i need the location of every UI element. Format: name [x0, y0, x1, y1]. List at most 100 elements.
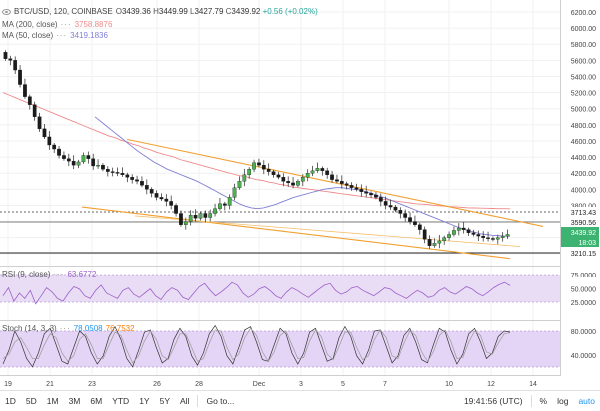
- utc-clock[interactable]: 19:41:56 (UTC): [463, 396, 523, 406]
- candle-down: [47, 136, 52, 146]
- price-tick-label: 4000.00: [571, 187, 596, 194]
- ma50-legend[interactable]: MA (50, close) ··· 3419.1836: [2, 31, 108, 40]
- candle-down: [169, 201, 174, 206]
- candle-down: [179, 213, 183, 225]
- candle-down: [144, 185, 149, 190]
- candle-down: [378, 197, 383, 202]
- candle-down: [174, 205, 178, 214]
- range-5y-button[interactable]: 5Y: [159, 396, 170, 406]
- range-1d-button[interactable]: 1D: [5, 396, 16, 406]
- candle-up: [296, 181, 300, 186]
- candle-up: [81, 155, 86, 163]
- log-toggle[interactable]: log: [557, 396, 569, 406]
- time-tick-label: 14: [529, 381, 537, 388]
- candle-up: [242, 174, 247, 182]
- range-5d-button[interactable]: 5D: [25, 396, 37, 406]
- candle-down: [86, 155, 91, 159]
- main-legend: BTC/USD, 120, COINBASE O3439.36 H3449.99…: [2, 7, 318, 16]
- candle-down: [398, 210, 403, 214]
- candle-down: [471, 232, 476, 235]
- candle-down: [42, 128, 47, 138]
- candle-down: [261, 164, 266, 170]
- range-ytd-button[interactable]: YTD: [112, 396, 130, 406]
- candle-down: [408, 217, 412, 222]
- candle-down: [257, 162, 261, 166]
- price-tick-label: 4400.00: [571, 155, 596, 162]
- candle-down: [57, 148, 61, 156]
- toolbar-divider: [197, 395, 199, 407]
- rsi-line: [2, 281, 511, 305]
- auto-toggle[interactable]: auto: [578, 396, 595, 406]
- candle-down: [18, 69, 22, 85]
- price-tag-level2: 3590.56: [571, 220, 596, 227]
- candle-up: [442, 237, 447, 242]
- candle-up: [447, 234, 451, 238]
- pane-divider-stoch[interactable]: [0, 320, 560, 321]
- candle-down: [286, 181, 291, 184]
- candle-down: [461, 227, 466, 230]
- range-6m-button[interactable]: 6M: [90, 396, 103, 406]
- range-3m-button[interactable]: 3M: [68, 396, 81, 406]
- range-1m-button[interactable]: 1M: [46, 396, 59, 406]
- candle-down: [354, 187, 359, 190]
- candle-up: [456, 227, 461, 231]
- price-tick-label: 4600.00: [571, 139, 596, 146]
- time-tick-label: 3: [299, 381, 303, 388]
- rsi-tick-label: 50.0000: [571, 287, 596, 294]
- rsi-legend[interactable]: RSI (9, close) ··· 63.6772: [2, 270, 96, 279]
- ma50-value: 3419.1836: [70, 31, 108, 40]
- stoch-axis: 80.0000 40.0000: [571, 329, 596, 360]
- candle-down: [110, 171, 115, 173]
- price-tick-label: 4800.00: [571, 123, 596, 130]
- pane-divider-rsi[interactable]: [0, 266, 560, 267]
- price-tick-label: 4200.00: [571, 171, 596, 178]
- range-1y-button[interactable]: 1Y: [139, 396, 150, 406]
- time-tick-label: 21: [46, 381, 54, 388]
- symbol-title[interactable]: BTC/USD, 120, COINBASE: [14, 7, 113, 16]
- goto-button[interactable]: Go to...: [206, 396, 235, 406]
- candle-down: [105, 169, 110, 172]
- ma200-legend[interactable]: MA (200, close) ··· 3758.8876: [2, 20, 112, 29]
- price-tag-support: 3210.15: [571, 251, 596, 258]
- price-axis[interactable]: 6200.00 6000.00 5800.00 5600.00 5400.00 5200.…: [571, 10, 596, 259]
- candle-up: [310, 170, 315, 174]
- rsi-value-tag-bg: [561, 277, 599, 286]
- time-axis[interactable]: 19 21 23 26 28 Dec 3 5 7 10 12 14: [4, 381, 537, 388]
- range-all-button[interactable]: All: [180, 396, 190, 406]
- candle-down: [281, 177, 286, 182]
- candle-down: [193, 214, 198, 219]
- candle-down: [164, 198, 169, 202]
- price-tag-support-bg: [561, 248, 599, 258]
- candle-down: [71, 160, 76, 166]
- price-tag-resistance: 3713.43: [571, 210, 596, 217]
- candle-down: [130, 177, 135, 180]
- percent-toggle[interactable]: %: [539, 396, 548, 406]
- candle-down: [8, 58, 13, 61]
- price-tags: 3713.43 3590.56 3439.92 18:03 3210.15: [561, 207, 599, 258]
- stoch-legend[interactable]: Stoch (14, 3, 3) ··· 78.0508 76.7532: [2, 324, 135, 333]
- candle-down: [359, 189, 364, 192]
- price-tag-level2-bg: [561, 217, 599, 227]
- bottom-toolbar: 1D 5D 1M 3M 6M YTD 1Y 5Y All Go to... 19…: [0, 390, 600, 411]
- visibility-eye-icon[interactable]: [2, 8, 11, 15]
- stoch-k-value: 78.0508: [73, 324, 103, 333]
- candle-down: [266, 169, 271, 172]
- candle-down: [62, 155, 66, 159]
- candle-down: [422, 229, 427, 240]
- candle-up: [437, 240, 442, 244]
- rsi-polyline: [2, 281, 511, 305]
- candle-down: [325, 170, 330, 175]
- stoch-d-polyline: [2, 327, 511, 364]
- candle-up: [213, 208, 217, 214]
- candle-down: [481, 235, 486, 238]
- candle-up: [183, 221, 188, 225]
- candle-down: [37, 116, 42, 130]
- candle-down: [52, 144, 57, 150]
- candle-up: [505, 234, 510, 237]
- ma200-polyline: [2, 92, 511, 210]
- trendlines[interactable]: [81, 138, 544, 260]
- candlesticks: [3, 50, 510, 249]
- stoch-label: Stoch (14, 3, 3): [2, 324, 57, 333]
